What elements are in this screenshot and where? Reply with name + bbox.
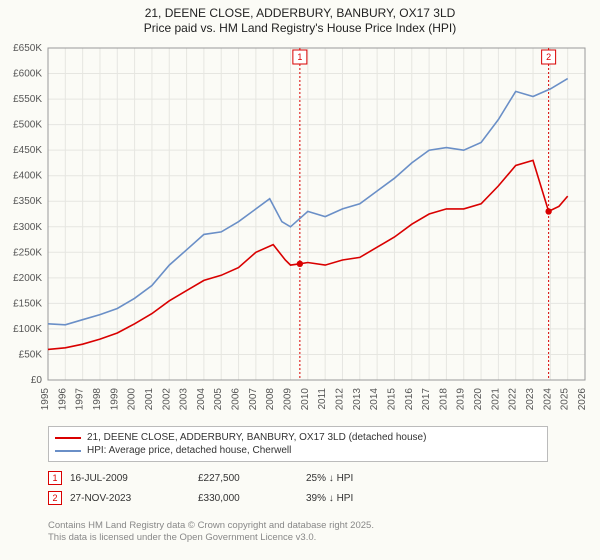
svg-text:1: 1 <box>297 52 302 62</box>
svg-text:2022: 2022 <box>508 388 519 411</box>
svg-text:1997: 1997 <box>75 388 86 411</box>
svg-text:2016: 2016 <box>404 388 415 411</box>
svg-text:£200K: £200K <box>13 273 42 284</box>
svg-text:2004: 2004 <box>196 388 207 411</box>
svg-text:2018: 2018 <box>438 388 449 411</box>
svg-text:£150K: £150K <box>13 298 42 309</box>
datapoint-date: 27-NOV-2023 <box>70 493 190 504</box>
svg-text:2000: 2000 <box>127 388 138 411</box>
datapoint-row: 1 16-JUL-2009 £227,500 25% ↓ HPI <box>48 468 548 488</box>
datapoint-table: 1 16-JUL-2009 £227,500 25% ↓ HPI 2 27-NO… <box>48 468 548 508</box>
svg-text:2017: 2017 <box>421 388 432 411</box>
datapoint-row: 2 27-NOV-2023 £330,000 39% ↓ HPI <box>48 488 548 508</box>
copyright-line1: Contains HM Land Registry data © Crown c… <box>48 520 568 532</box>
legend-swatch-icon <box>55 437 81 439</box>
chart-area: £0 £50K £100K £150K £200K £250K £300K £350K £400… <box>0 40 600 420</box>
datapoint-diff: 25% ↓ HPI <box>306 473 426 484</box>
svg-text:2002: 2002 <box>161 388 172 411</box>
legend-label: HPI: Average price, detached house, Cher… <box>87 445 291 456</box>
legend-item: HPI: Average price, detached house, Cher… <box>55 444 541 457</box>
svg-text:2009: 2009 <box>283 388 294 411</box>
chart-title-line1: 21, DEENE CLOSE, ADDERBURY, BANBURY, OX1… <box>8 6 592 20</box>
svg-text:1995: 1995 <box>40 388 51 411</box>
svg-text:£550K: £550K <box>13 94 42 105</box>
svg-text:£500K: £500K <box>13 120 42 131</box>
datapoint-date: 16-JUL-2009 <box>70 473 190 484</box>
svg-text:2026: 2026 <box>577 388 588 411</box>
svg-text:£450K: £450K <box>13 145 42 156</box>
svg-text:£0: £0 <box>31 375 43 386</box>
svg-text:£250K: £250K <box>13 247 42 258</box>
svg-text:£600K: £600K <box>13 69 42 80</box>
svg-text:2020: 2020 <box>473 388 484 411</box>
datapoint-marker-icon: 1 <box>48 471 62 485</box>
svg-text:1999: 1999 <box>109 388 120 411</box>
svg-text:2: 2 <box>546 52 551 62</box>
svg-text:2021: 2021 <box>490 388 501 411</box>
svg-text:2013: 2013 <box>352 388 363 411</box>
svg-text:2007: 2007 <box>248 388 259 411</box>
svg-text:1996: 1996 <box>57 388 68 411</box>
datapoint-price: £330,000 <box>198 493 298 504</box>
legend-swatch-icon <box>55 450 81 452</box>
svg-text:1998: 1998 <box>92 388 103 411</box>
svg-text:2010: 2010 <box>300 388 311 411</box>
svg-text:£50K: £50K <box>19 349 43 360</box>
chart-svg: £0 £50K £100K £150K £200K £250K £300K £350K £400… <box>0 40 600 420</box>
svg-text:2008: 2008 <box>265 388 276 411</box>
legend-label: 21, DEENE CLOSE, ADDERBURY, BANBURY, OX1… <box>87 432 426 443</box>
copyright-line2: This data is licensed under the Open Gov… <box>48 532 568 544</box>
chart-legend: 21, DEENE CLOSE, ADDERBURY, BANBURY, OX1… <box>48 426 548 462</box>
svg-text:2024: 2024 <box>542 388 553 411</box>
svg-text:2015: 2015 <box>386 388 397 411</box>
svg-text:2005: 2005 <box>213 388 224 411</box>
svg-text:2019: 2019 <box>456 388 467 411</box>
datapoint-price: £227,500 <box>198 473 298 484</box>
svg-text:£650K: £650K <box>13 43 42 54</box>
legend-item: 21, DEENE CLOSE, ADDERBURY, BANBURY, OX1… <box>55 431 541 444</box>
svg-text:£400K: £400K <box>13 171 42 182</box>
svg-text:£300K: £300K <box>13 222 42 233</box>
chart-title-block: 21, DEENE CLOSE, ADDERBURY, BANBURY, OX1… <box>0 0 600 37</box>
copyright-notice: Contains HM Land Registry data © Crown c… <box>48 520 568 544</box>
svg-text:2014: 2014 <box>369 388 380 411</box>
svg-text:£350K: £350K <box>13 196 42 207</box>
svg-text:2025: 2025 <box>560 388 571 411</box>
svg-text:2001: 2001 <box>144 388 155 411</box>
datapoint-diff: 39% ↓ HPI <box>306 493 426 504</box>
datapoint-marker-icon: 2 <box>48 491 62 505</box>
svg-text:£100K: £100K <box>13 324 42 335</box>
svg-text:2003: 2003 <box>179 388 190 411</box>
svg-text:2012: 2012 <box>334 388 345 411</box>
svg-text:2011: 2011 <box>317 388 328 410</box>
chart-title-line2: Price paid vs. HM Land Registry's House … <box>8 21 592 35</box>
svg-text:2006: 2006 <box>231 388 242 411</box>
svg-text:2023: 2023 <box>525 388 536 411</box>
